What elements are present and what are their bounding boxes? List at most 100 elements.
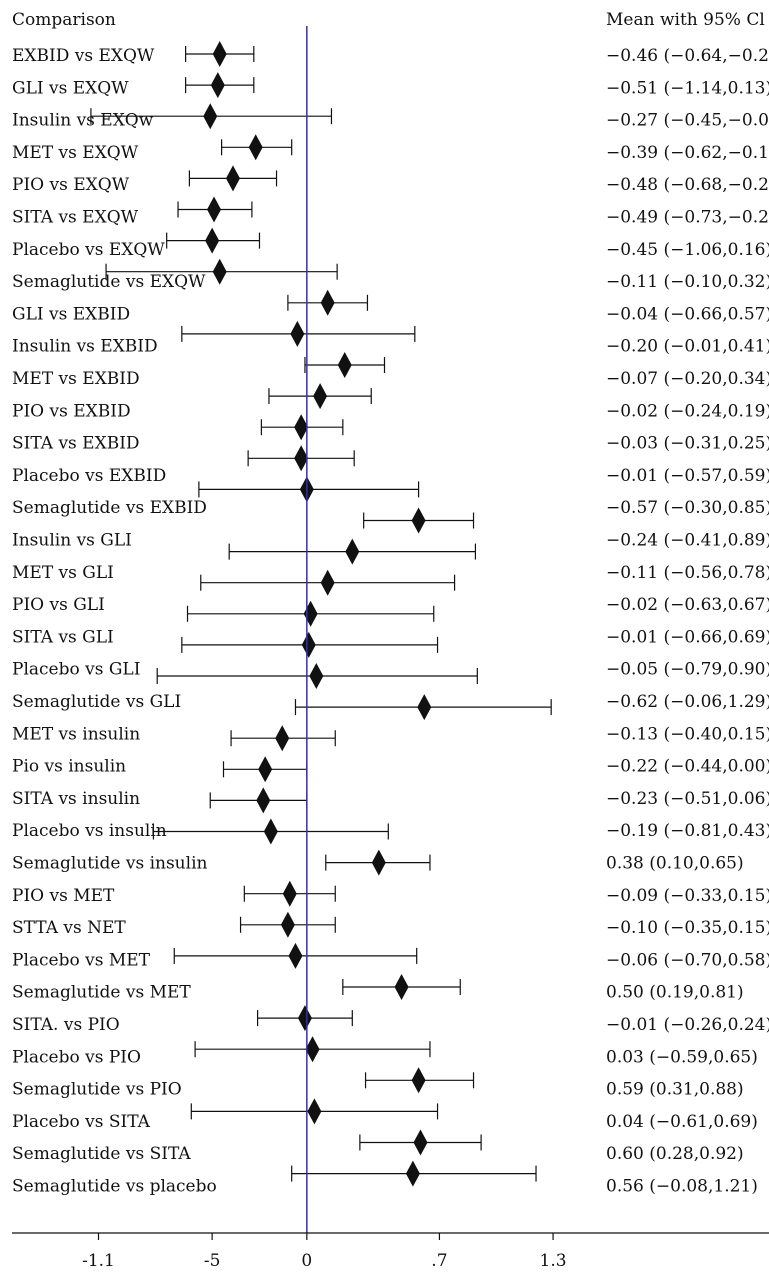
estimate	[194, 1036, 431, 1063]
estimate	[239, 911, 336, 938]
ci-label: 0.59 (0.31,0.88)	[606, 1080, 744, 1100]
estimate	[359, 1129, 482, 1156]
ci-label: −0.27 (−0.45,−0.08)	[606, 111, 769, 131]
x-tick-label: 0	[301, 1251, 312, 1271]
estimate	[181, 631, 439, 658]
mean-diamond	[320, 569, 335, 596]
x-tick-label: .7	[431, 1251, 447, 1271]
comparison-label: Semaglutide vs PIO	[12, 1080, 182, 1100]
ci-label: −0.23 (−0.51,0.06)	[606, 789, 769, 809]
ci-label: −0.04 (−0.66,0.57)	[606, 304, 769, 324]
ci-label: −0.02 (−0.63,0.67)	[606, 595, 769, 615]
comparison-label: Placebo vs MET	[12, 950, 151, 970]
comparison-label: SITA. vs PIO	[12, 1015, 120, 1035]
ci-label: −0.51 (−1.14,0.13)	[606, 78, 769, 98]
ci-label: 0.60 (0.28,0.92)	[606, 1144, 744, 1164]
mean-diamond	[405, 1160, 420, 1187]
mean-diamond	[307, 1098, 322, 1125]
mean-diamond	[337, 352, 352, 378]
ci-label: −0.62 (−0.06,1.29)	[606, 692, 769, 712]
estimate	[228, 538, 477, 565]
mean-diamond	[203, 103, 218, 130]
comparison-label: Placebo vs PIO	[12, 1047, 141, 1067]
mean-diamond	[212, 258, 227, 285]
estimate	[304, 352, 386, 378]
ci-label: −0.09 (−0.33,0.15)	[606, 886, 769, 906]
x-tick-label: -5	[204, 1251, 221, 1271]
estimate	[90, 103, 333, 130]
comparison-label: Insulin vs EXBID	[12, 337, 158, 357]
ci-label: −0.19 (−0.81,0.43)	[606, 821, 769, 841]
ci-label: −0.20 (−0.01,0.41)	[606, 337, 769, 357]
ci-label: −0.39 (−0.62,−0.16)	[606, 143, 769, 163]
ci-label: −0.06 (−0.70,0.58)	[606, 950, 769, 970]
ci-label: −0.11 (−0.10,0.32)	[606, 272, 769, 292]
ci-label: −0.22 (−0.44,0.00)	[606, 757, 769, 777]
estimate	[173, 942, 418, 969]
mean-diamond	[294, 445, 309, 472]
mean-diamond	[411, 507, 426, 534]
ci-label: 0.50 (0.19,0.81)	[606, 983, 744, 1003]
x-tick-label: -1.1	[82, 1251, 115, 1271]
mean-diamond	[212, 41, 227, 67]
mean-diamond	[305, 1036, 320, 1063]
ci-label: −0.10 (−0.35,0.15)	[606, 918, 769, 938]
ci-label: 0.04 (−0.61,0.69)	[606, 1112, 758, 1132]
comparison-label: Semaglutide vs placebo	[12, 1177, 217, 1197]
x-tick-label: 1.3	[540, 1251, 567, 1271]
mean-diamond	[205, 227, 220, 254]
ci-label: −0.03 (−0.31,0.25)	[606, 434, 769, 454]
comparison-label: PIO vs MET	[12, 886, 115, 906]
comparison-label: GLI vs EXQW	[12, 78, 129, 98]
comparison-label: Placebo vs EXBID	[12, 466, 166, 486]
ci-label: −0.48 (−0.68,−0.29)	[606, 175, 769, 195]
estimate	[190, 1098, 439, 1125]
ci-label: −0.46 (−0.64,−0.28)	[606, 46, 769, 66]
estimate	[291, 1160, 537, 1187]
comparison-label: MET vs EXBID	[12, 369, 140, 389]
comparison-label: Semaglutide vs EXBID	[12, 498, 207, 518]
estimate	[287, 289, 369, 316]
comparison-label: PIO vs GLI	[12, 595, 105, 615]
comparison-label: Placebo vs SITA	[12, 1112, 151, 1132]
mean-diamond	[301, 631, 316, 658]
estimate	[185, 41, 255, 67]
forest-marks	[90, 41, 552, 1187]
comparison-label: SITA vs EXQW	[12, 208, 139, 228]
estimate	[198, 476, 420, 503]
estimate	[222, 756, 308, 783]
comparison-label: MET vs GLI	[12, 563, 114, 583]
estimate	[200, 569, 456, 596]
comparison-label: STTA vs NET	[12, 918, 126, 938]
estimate	[230, 725, 336, 752]
ci-label: 0.56 (−0.08,1.21)	[606, 1177, 758, 1197]
comparison-label: PIO vs EXBID	[12, 401, 131, 421]
comparison-label: Semaglutide vs GLI	[12, 692, 181, 712]
ci-label: −0.01 (−0.57,0.59)	[606, 466, 769, 486]
ci-header: Mean with 95% Cl	[606, 10, 765, 30]
ci-label: −0.13 (−0.40,0.15)	[606, 724, 769, 744]
mean-diamond	[297, 1005, 312, 1032]
comparison-label: Semaglutide vs EXQW	[12, 272, 206, 292]
forest-rows: EXBID vs EXQW GLI vs EXQW Insulin vs EXQw M…	[12, 46, 769, 1197]
comparison-label: Placebo vs EXQW	[12, 240, 165, 260]
estimate	[221, 134, 293, 161]
comparison-label: Semaglutide vs SITA	[12, 1144, 191, 1164]
comparison-label: SITA vs EXBID	[12, 434, 140, 454]
mean-diamond	[417, 694, 432, 721]
estimate	[325, 849, 431, 876]
ci-label: −0.01 (−0.26,0.24)	[606, 1015, 769, 1035]
estimate	[186, 600, 435, 627]
mean-diamond	[263, 818, 278, 845]
ci-label: −0.49 (−0.73,−0.25)	[606, 208, 769, 228]
ci-label: −0.24 (−0.41,0.89)	[606, 531, 769, 551]
mean-diamond	[413, 1129, 428, 1156]
mean-diamond	[371, 849, 386, 876]
estimate	[152, 818, 389, 845]
mean-diamond	[256, 787, 271, 814]
estimate	[268, 383, 372, 410]
ci-label: −0.02 (−0.24,0.19)	[606, 401, 769, 421]
mean-diamond	[411, 1067, 426, 1094]
ci-label: −0.11 (−0.56,0.78)	[606, 563, 769, 583]
